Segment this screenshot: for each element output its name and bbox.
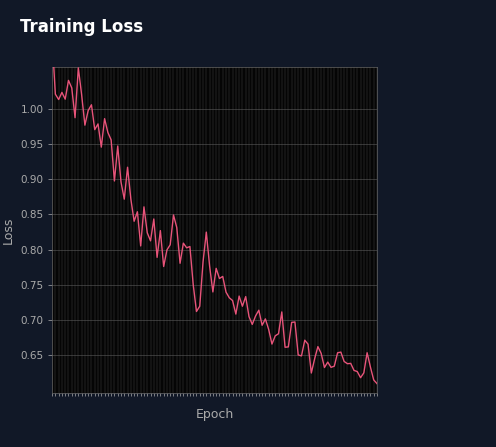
Y-axis label: Loss: Loss <box>2 216 15 244</box>
Text: Training Loss: Training Loss <box>20 18 143 36</box>
X-axis label: Epoch: Epoch <box>195 408 234 421</box>
